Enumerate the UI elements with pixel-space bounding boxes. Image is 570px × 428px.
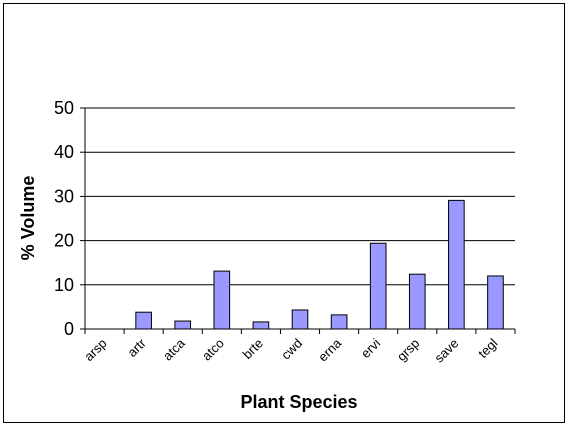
y-tick-label: 30 [54,186,74,206]
x-tick-label: artr [124,335,149,360]
bar-erna [330,314,348,330]
x-tick-label: ervi [358,335,383,360]
bars [135,199,504,330]
x-tick-label: save [431,336,461,366]
bar-ervi [369,242,387,330]
x-axis-ticks: arsp artr atca atco brte cwd erna ervi grsp save t… [81,329,516,366]
y-tick-label: 50 [54,98,74,118]
y-tick-label: 40 [54,142,74,162]
x-tick-label: brte [240,336,266,362]
bar-brte [252,321,270,330]
y-axis-ticks: 0 10 20 30 40 50 [54,98,85,339]
y-axis-title: % Volume [18,176,38,261]
y-tick-label: 20 [54,231,74,251]
x-tick-label: erna [315,335,345,365]
bar-atco [213,270,231,330]
y-tick-label: 10 [54,275,74,295]
bar-artr [135,311,152,330]
bar-tegl [487,275,504,330]
x-axis-title: Plant Species [240,392,357,412]
x-tick-label: arsp [81,336,109,364]
x-tick-label: atca [160,335,189,364]
bar-cwd [291,309,309,330]
gridlines [85,107,515,286]
bar-grsp [408,273,426,330]
x-tick-label: atco [199,336,227,364]
y-tick-label: 0 [64,319,74,339]
x-tick-label: grsp [394,336,422,364]
chart-area [3,3,565,423]
bar-atca [174,320,192,330]
x-tick-label: cwd [278,336,305,363]
bar-save [448,199,465,330]
x-tick-label: tegl [475,335,501,361]
